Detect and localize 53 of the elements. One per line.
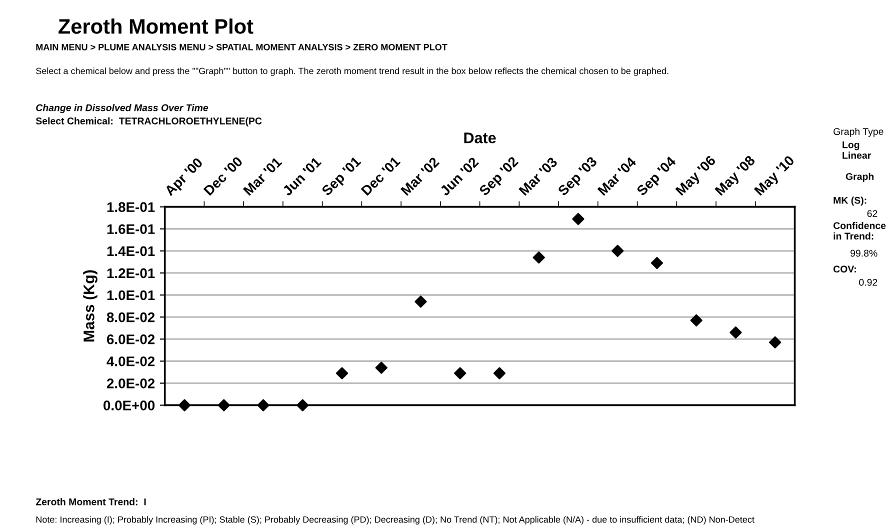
y-tick-label: 6.0E-02 — [106, 334, 155, 344]
text: 62 — [867, 210, 878, 217]
point — [454, 367, 466, 380]
point — [414, 296, 427, 308]
text: Graph Type — [834, 128, 884, 137]
y-tick-label: 1.2E-01 — [107, 268, 155, 278]
y-tick-label: 4.0E-02 — [106, 356, 155, 366]
point — [493, 367, 506, 380]
x-tick-label: Dec '00 — [203, 156, 244, 196]
point — [650, 256, 664, 270]
y-axis-title: Mass (Kg) — [83, 270, 98, 342]
point — [336, 367, 348, 380]
text: Note: Increasing (I); Probably Increasing (PI); Stable (S); Probably Decreasing (PD); Decreasing (D); No Trend (NT); Not Applicable (N/A) - due to insufficient data; (ND) Non-Detect — [36, 516, 754, 525]
point — [730, 326, 742, 339]
point — [296, 399, 309, 412]
text: MK (S): — [834, 196, 866, 206]
x-tick-label: Mar '02 — [400, 156, 440, 196]
text: Select Chemical: TETRACHLOROETHYLENE(PC — [36, 117, 262, 126]
point — [178, 399, 191, 412]
point — [769, 336, 782, 348]
text: Linear — [842, 152, 872, 159]
x-tick-label: Dec '01 — [360, 156, 401, 196]
point — [218, 399, 230, 412]
point — [375, 362, 388, 374]
x-tick-label: Mar '01 — [242, 156, 282, 196]
y-tick-label: 2.0E-02 — [106, 378, 155, 388]
text: 99.8% — [850, 250, 878, 257]
chart-subtitle: Change in Dissolved Mass Over Time — [36, 104, 208, 114]
point — [690, 314, 702, 326]
point — [572, 212, 584, 226]
y-tick-label: 1.0E-01 — [107, 290, 155, 300]
x-tick-label: Mar '03 — [518, 156, 558, 196]
text: Select a chemical below and press the ""Graph"" button to graph. The zeroth moment trend result in the box below reflects the chemical chosen to be graphed. — [36, 68, 668, 76]
x-axis-title: Date — [464, 132, 496, 144]
text: Log — [842, 141, 860, 150]
y-tick-label: 1.6E-01 — [107, 224, 155, 234]
chart-title: Zeroth Moment Plot — [58, 18, 254, 34]
y-tick-label: 1.4E-01 — [107, 246, 155, 256]
y-tick-label: 8.0E-02 — [106, 312, 155, 322]
text: COV: — [833, 266, 856, 273]
y-tick-label: 0.0E+00 — [104, 400, 155, 410]
text: MAIN MENU > PLUME ANALYSIS MENU > SPATIAL MOMENT ANALYSIS > ZERO MOMENT PLOT — [36, 44, 448, 50]
point — [612, 244, 624, 257]
x-tick-label: Jun '02 — [439, 156, 480, 196]
x-tick-label: Mar '04 — [597, 156, 637, 196]
y-tick-label: 1.8E-01 — [107, 202, 155, 212]
text: Confidence in Trend: — [833, 222, 886, 240]
point — [257, 399, 270, 412]
text: Graph — [846, 172, 874, 182]
point — [532, 251, 545, 264]
x-tick-label: Jun '01 — [282, 156, 322, 196]
text: 0.92 — [859, 278, 878, 286]
text: Zeroth Moment Trend: I — [36, 498, 146, 506]
